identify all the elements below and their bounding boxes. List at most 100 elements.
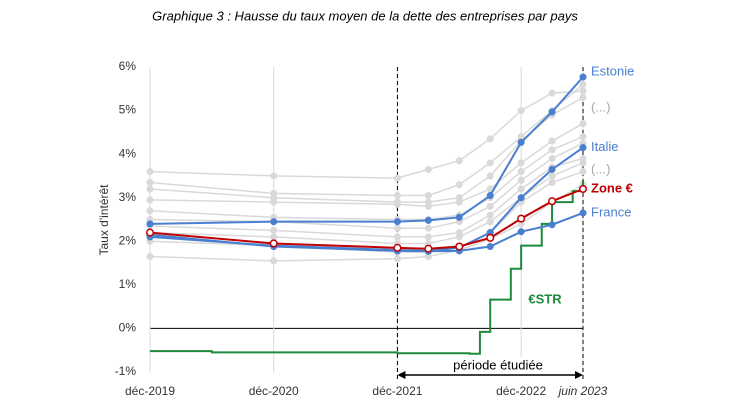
point [517,138,525,146]
point [517,176,525,184]
point [548,172,556,180]
point [517,107,525,115]
point [579,133,587,141]
point [579,144,587,152]
point [270,257,278,265]
point [517,159,525,167]
point [146,168,154,176]
point [579,80,587,88]
y-axis-title: Taux d'intérêt [97,184,111,256]
annotation: (...) [591,161,611,176]
point [393,191,401,200]
y-tick-label: 0% [119,321,137,335]
point [269,239,278,248]
annotation: (...) [591,99,611,114]
point [578,184,588,194]
point [579,87,587,95]
series-label: France [591,204,631,219]
point [486,191,494,200]
x-tick-label: déc-2019 [125,384,175,398]
period-label-box [442,357,554,374]
arrow-head [397,371,406,379]
point [579,168,587,176]
point [579,159,587,167]
point [270,198,278,206]
point [548,146,556,154]
y-tick-label: 5% [119,103,137,117]
point [455,157,463,165]
point [146,207,154,215]
point [424,191,432,200]
x-tick-label: déc-2020 [249,384,299,398]
point [455,233,463,241]
x-tick-label: déc-2022 [496,384,546,398]
step-line [150,180,584,355]
point [145,228,155,237]
point [486,135,494,143]
point [548,197,557,206]
y-tick-label: 2% [119,233,137,247]
point [270,172,278,180]
point [146,178,154,187]
series-line [149,142,584,229]
point [517,185,525,193]
point [517,214,526,223]
point [517,228,525,236]
period-label: période étudiée [453,357,543,372]
series-label: Zone € [591,180,633,195]
chart-title: Graphique 3 : Hausse du taux moyen de la… [152,8,578,23]
series-label: Italie [591,139,618,154]
arrow-head [575,371,583,379]
point [393,233,401,241]
point [146,220,154,228]
point [393,255,401,263]
x-tick-label: juin 2023 [557,384,608,398]
point [393,200,401,208]
point [270,226,278,234]
x-tick-label: déc-2021 [372,384,422,398]
point [393,243,402,252]
point [548,178,556,187]
series-label: €STR [528,291,562,306]
point [424,224,432,232]
point [579,120,587,128]
point [424,165,432,173]
point [579,209,587,217]
point [146,196,154,204]
point [393,218,401,226]
point [486,159,494,167]
y-tick-label: -1% [115,364,137,378]
point [424,233,432,241]
point [393,174,401,182]
point [486,202,494,210]
y-tick-label: 3% [119,190,137,204]
point [579,73,587,81]
point [486,233,495,242]
point [486,211,494,219]
point [424,216,432,224]
point [455,181,463,189]
point [270,218,278,226]
point [146,185,154,193]
point [548,221,556,229]
y-tick-label: 4% [119,146,137,160]
y-tick-label: 6% [119,59,137,73]
point [548,108,556,116]
point [455,213,463,221]
point [486,218,494,226]
point [548,154,556,163]
point [517,194,525,202]
series-label: Estonie [591,63,634,78]
point [548,165,556,173]
point [548,137,556,145]
point [424,244,433,253]
point [146,252,154,261]
y-tick-label: 1% [119,277,137,291]
point [455,198,463,206]
point [486,172,494,180]
point [455,242,464,251]
point [393,224,401,232]
point [270,233,278,241]
point [424,202,432,210]
